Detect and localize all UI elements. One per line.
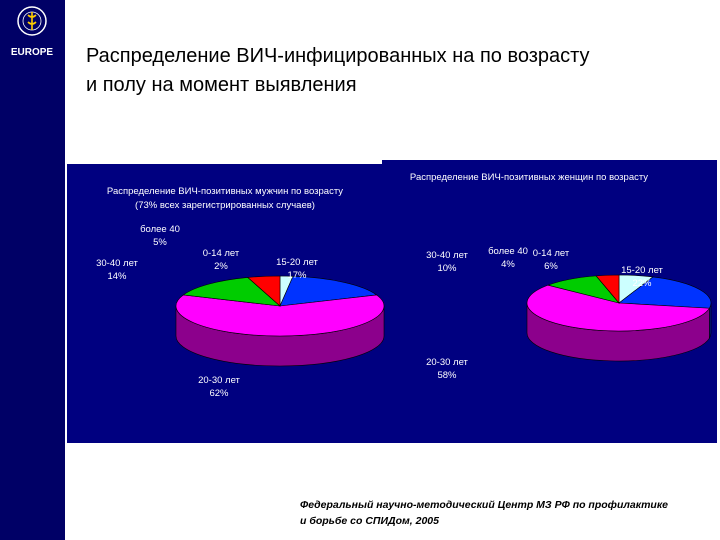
women-pie-slice-4 — [595, 274, 620, 304]
source-line1: Федеральный научно-методический Центр МЗ… — [300, 499, 668, 511]
men-chart-title-line2: (73% всех зарегистрированных случаев) — [135, 200, 315, 211]
men-slice-label-0: 0-14 лет — [203, 248, 240, 259]
men-slice-pct-1: 17% — [287, 270, 307, 281]
women-slice-label-0: 0-14 лет — [533, 248, 570, 259]
slide-title-line2: и полу на момент выявления — [86, 74, 357, 96]
men-pie-slice-2 — [175, 294, 385, 337]
men-slice-pct-0: 2% — [214, 261, 228, 272]
men-slice-label-1: 15-20 лет — [276, 257, 318, 268]
men-slice-label-2: 20-30 лет — [198, 375, 240, 386]
women-pie-slice-1 — [618, 276, 712, 309]
women-chart-title: Распределение ВИЧ-позитивных женщин по в… — [410, 172, 648, 183]
men-slice-label-4: более 40 — [140, 224, 180, 235]
women-pie-slice-2 — [526, 284, 710, 332]
slide-title: Распределение ВИЧ-инфицированных на по в… — [86, 42, 706, 100]
women-slice-label-1: 15-20 лет — [621, 265, 663, 276]
source-note: Федеральный научно-методический Центр МЗ… — [300, 497, 718, 529]
men-slice-pct-3: 14% — [107, 271, 127, 282]
men-pie-slice-4 — [247, 275, 281, 307]
source-line2: и борьбе со СПИДом, 2005 — [300, 515, 439, 527]
chart-header-strip — [67, 160, 382, 164]
men-slice-pct-2: 62% — [209, 388, 229, 399]
women-slice-pct-1: 22% — [632, 278, 652, 289]
women-slice-label-4: более 40 — [488, 246, 528, 257]
women-slice-label-3: 30-40 лет — [426, 250, 468, 261]
women-slice-label-2: 20-30 лет — [426, 357, 468, 368]
chart-panel: Распределение ВИЧ-позитивных мужчин по в… — [67, 160, 717, 443]
logo-emblem-symbol — [27, 12, 37, 30]
women-slice-pct-2: 58% — [437, 370, 457, 381]
women-slice-pct-4: 4% — [501, 259, 515, 270]
men-slice-label-3: 30-40 лет — [96, 258, 138, 269]
pie-charts: Распределение ВИЧ-позитивных мужчин по в… — [67, 160, 712, 399]
slide-title-line1: Распределение ВИЧ-инфицированных на по в… — [86, 45, 590, 67]
logo-text: EUROPE — [11, 47, 54, 58]
women-slice-pct-3: 10% — [437, 263, 457, 274]
europe-logo: EUROPE — [11, 6, 54, 58]
men-chart-title-line1: Распределение ВИЧ-позитивных мужчин по в… — [107, 186, 343, 197]
men-slice-pct-4: 5% — [153, 237, 167, 248]
women-slice-pct-0: 6% — [544, 261, 558, 272]
sidebar: EUROPE — [0, 0, 65, 540]
logo-emblem — [17, 6, 47, 36]
men-pie-slice-1 — [279, 275, 378, 307]
